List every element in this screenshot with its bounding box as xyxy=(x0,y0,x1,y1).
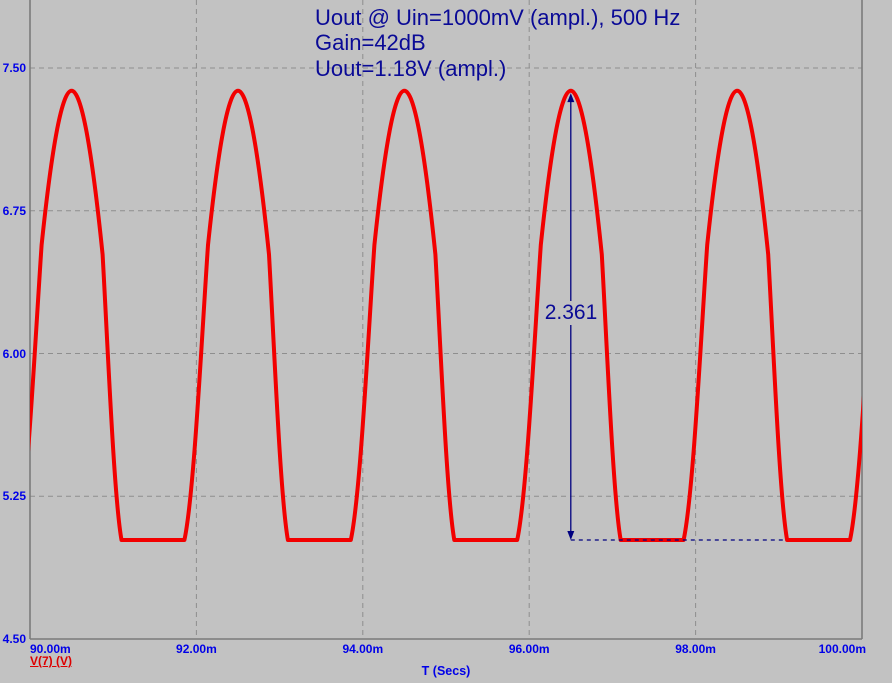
x-tick-label: 92.00m xyxy=(176,642,217,656)
plot-border xyxy=(29,0,863,640)
plot-title-line1: Uout @ Uin=1000mV (ampl.), 500 Hz xyxy=(315,5,681,30)
plot-title-line3: Uout=1.18V (ampl.) xyxy=(315,55,507,81)
x-tick-label: 100.00m xyxy=(818,642,866,656)
plot-title-line2: Gain=42dB xyxy=(315,30,426,56)
y-tick-label: 7.50 xyxy=(2,61,26,75)
y-tick-label: 4.50 xyxy=(2,632,26,646)
y-tick-label: 5.25 xyxy=(2,489,26,504)
x-axis-title: T (Secs) xyxy=(421,664,471,678)
legend-trace-v7[interactable]: V(7) (V) xyxy=(30,654,72,668)
trace-v7[interactable] xyxy=(18,88,892,542)
y-tick-label: 6.00 xyxy=(2,346,26,361)
x-tick-label: 98.00m xyxy=(675,642,716,656)
x-tick-label: 90.00m xyxy=(30,642,71,656)
measurement-value-label: 2.361 xyxy=(541,301,601,325)
x-tick-label: 96.00m xyxy=(508,642,550,656)
x-tick-label: 94.00m xyxy=(342,642,384,656)
plot-title: Uout @ Uin=1000mV (ampl.), 500 Hz Gain=4… xyxy=(315,5,680,81)
y-tick-label: 6.75 xyxy=(2,203,26,218)
grid-lines xyxy=(30,0,862,639)
